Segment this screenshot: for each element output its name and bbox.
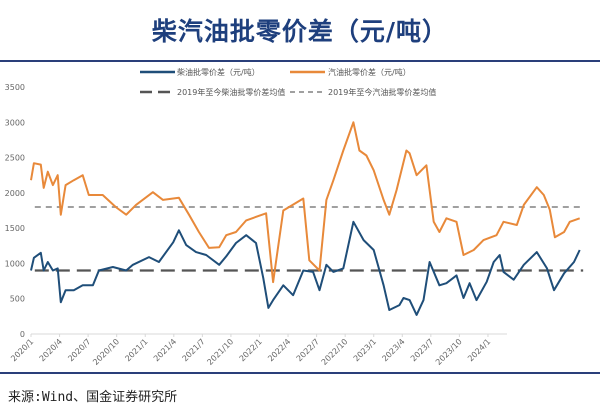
y-tick-label: 1000 [5,259,25,268]
y-tick-label: 2000 [5,189,25,198]
x-tick-label: 2020/7 [66,337,92,363]
y-tick-label: 1500 [5,224,25,233]
gasoline-spread-line [30,121,581,284]
legend: 柴油批零价差（元/吨） 汽油批零价差（元/吨） 2019年至今柴油批零价差均值 … [140,67,436,97]
x-tick-label: 2020/10 [91,337,121,367]
series-group [30,121,584,316]
x-tick-label: 2023/7 [409,337,435,363]
x-tick-label: 2021/4 [152,337,178,363]
source-note: 来源:Wind、国金证券研究所 [8,390,178,405]
y-tick-label: 2500 [5,154,25,163]
x-tick-label: 2021/1 [123,337,149,363]
diesel-spread-line [30,220,581,316]
x-tick-label: 2020/1 [9,337,35,363]
legend-label-gasoline-avg: 2019年至今汽油批零价差均值 [328,87,436,97]
bottom-divider [0,372,600,374]
x-tick-label: 2023/1 [352,337,378,363]
y-tick-label: 3000 [5,118,25,127]
x-tick-label: 2023/10 [434,337,464,367]
x-tick-label: 2022/7 [295,337,321,363]
y-axis: 0 500 1000 1500 2000 2500 3000 3500 [5,83,25,339]
x-tick-label: 2024/1 [466,337,492,363]
legend-label-diesel: 柴油批零价差（元/吨） [177,67,260,77]
legend-label-gasoline: 汽油批零价差（元/吨） [328,67,411,77]
y-tick-label: 0 [20,330,25,339]
legend-label-diesel-avg: 2019年至今柴油批零价差均值 [177,87,285,97]
x-tick-label: 2022/1 [238,337,264,363]
x-tick-label: 2022/4 [266,337,292,363]
x-tick-label: 2020/4 [38,337,64,363]
y-tick-label: 500 [10,295,25,304]
chart-title: 柴汽油批零价差（元/吨） [151,17,449,46]
y-tick-label: 3500 [5,83,25,92]
x-tick-label: 2021/10 [205,337,235,367]
x-tick-label: 2023/4 [380,337,406,363]
x-tick-label: 2022/10 [320,337,350,367]
x-tick-label: 2021/7 [181,337,207,363]
top-divider [0,60,600,62]
